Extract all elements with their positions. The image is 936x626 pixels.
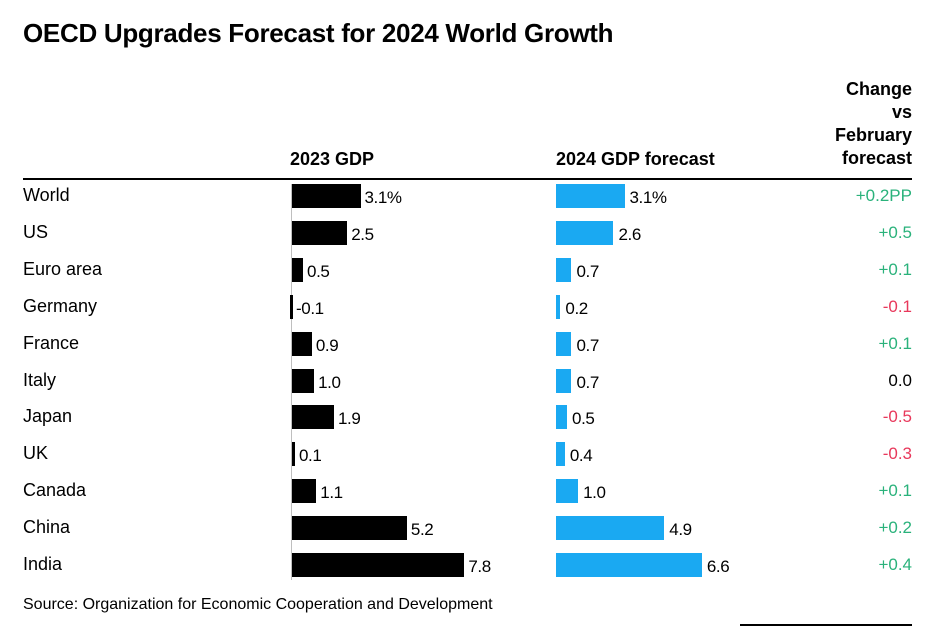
change-value: -0.5 [882, 407, 912, 427]
value-label-2023: 3.1% [364, 188, 403, 207]
value-label-2023: 0.5 [307, 261, 330, 281]
value-label-2023: 1.9 [337, 409, 361, 429]
value-label-2023: 1.1 [320, 483, 343, 503]
table-row: Euro area 0.5 0.7 +0.1 [0, 254, 936, 291]
table-row: Japan 1.9 0.5 -0.5 [0, 401, 936, 438]
table-row: Germany -0.1 0.2 -0.1 [0, 291, 936, 328]
country-label: France [23, 332, 80, 353]
table-row: World 3.1% 3.1% +0.2PP [0, 180, 936, 217]
bar-2023-gdp [292, 331, 312, 356]
bar-2024-gdp-forecast [556, 442, 565, 467]
bar-2023-gdp [292, 184, 361, 208]
table-row: France 0.9 0.7 +0.1 [0, 328, 936, 365]
column-header-change-vs-february: Change vs February forecast [835, 78, 912, 170]
table-row: US 2.5 2.6 +0.5 [0, 217, 936, 254]
bar-2024-gdp-forecast [556, 220, 614, 245]
change-header-line-4: forecast [841, 148, 912, 168]
bar-2023-gdp [290, 294, 293, 319]
value-label-2023: 2.5 [351, 224, 374, 244]
country-label: Italy [23, 369, 57, 390]
column-header-2023-gdp: 2023 GDP [290, 149, 375, 169]
change-value: +0.2PP [855, 186, 912, 205]
country-label: Canada [23, 480, 87, 501]
table-row: UK 0.1 0.4 -0.3 [0, 438, 936, 475]
change-header-line-2: vs [891, 102, 912, 122]
change-header-line-3: February [834, 125, 912, 145]
bar-2024-gdp-forecast [556, 553, 702, 577]
value-label-2023: -0.1 [296, 298, 324, 318]
table-row: Italy 1.0 0.7 0.0 [0, 365, 936, 402]
bar-2024-gdp-forecast [556, 294, 561, 319]
change-value: +0.5 [878, 222, 912, 242]
table-row: India 7.8 6.6 +0.4 [0, 549, 936, 586]
value-label-2024: 0.4 [569, 446, 593, 466]
value-label-2024: 1.0 [583, 483, 606, 503]
bar-2023-gdp [292, 368, 315, 393]
value-label-2024: 0.7 [576, 335, 599, 355]
country-label: India [23, 554, 63, 574]
value-label-2024: 4.9 [669, 520, 692, 540]
bar-2023-gdp [292, 220, 348, 245]
country-label: US [23, 221, 49, 242]
bar-2023-gdp [292, 442, 295, 467]
value-label-2023: 1.0 [318, 372, 341, 392]
value-label-2024: 0.2 [565, 298, 588, 318]
value-label-2024: 3.1% [629, 188, 668, 207]
change-value: +0.4 [878, 555, 912, 574]
value-label-2024: 0.7 [576, 372, 599, 392]
value-label-2024: 2.6 [618, 224, 641, 244]
bar-2024-gdp-forecast [556, 405, 568, 430]
bar-2024-gdp-forecast [556, 184, 625, 208]
value-label-2024: 6.6 [706, 557, 730, 576]
bar-2023-gdp [292, 516, 407, 541]
chart-title: OECD Upgrades Forecast for 2024 World Gr… [23, 18, 614, 48]
change-header-line-1: Change [845, 79, 912, 99]
source-note: Source: Organization for Economic Cooper… [23, 596, 493, 613]
change-value: +0.1 [878, 481, 912, 501]
change-value: 0.0 [888, 370, 912, 390]
bar-2023-gdp [292, 553, 465, 577]
value-label-2023: 5.2 [410, 520, 434, 540]
change-value: +0.1 [878, 259, 912, 279]
value-label-2023: 0.1 [299, 446, 322, 466]
value-label-2023: 7.8 [468, 557, 491, 576]
value-label-2024: 0.7 [576, 261, 599, 281]
country-label: World [23, 185, 70, 205]
change-value: -0.1 [882, 296, 912, 316]
change-value: +0.2 [878, 518, 912, 538]
value-label-2024: 0.5 [572, 409, 595, 429]
footer-rule [740, 624, 912, 626]
country-label: China [23, 517, 71, 538]
change-value: +0.1 [878, 333, 912, 353]
header-rule [23, 178, 912, 180]
value-label-2023: 0.9 [315, 335, 339, 355]
country-label: UK [23, 443, 49, 464]
change-value: -0.3 [882, 444, 912, 464]
table-row: Canada 1.1 1.0 +0.1 [0, 475, 936, 512]
country-label: Japan [23, 406, 73, 427]
bar-2023-gdp [292, 479, 317, 504]
bar-2024-gdp-forecast [556, 479, 579, 504]
zero-baseline-2023 [291, 184, 292, 580]
table-row: China 5.2 4.9 +0.2 [0, 512, 936, 549]
country-label: Euro area [23, 258, 103, 279]
bar-2023-gdp [292, 257, 304, 282]
bar-2024-gdp-forecast [556, 368, 572, 393]
bar-2024-gdp-forecast [556, 331, 572, 356]
bar-2023-gdp [292, 405, 334, 430]
bar-2024-gdp-forecast [556, 516, 665, 541]
column-header-2024-gdp-forecast: 2024 GDP forecast [556, 149, 715, 169]
bar-2024-gdp-forecast [556, 257, 572, 282]
country-label: Germany [23, 295, 98, 316]
